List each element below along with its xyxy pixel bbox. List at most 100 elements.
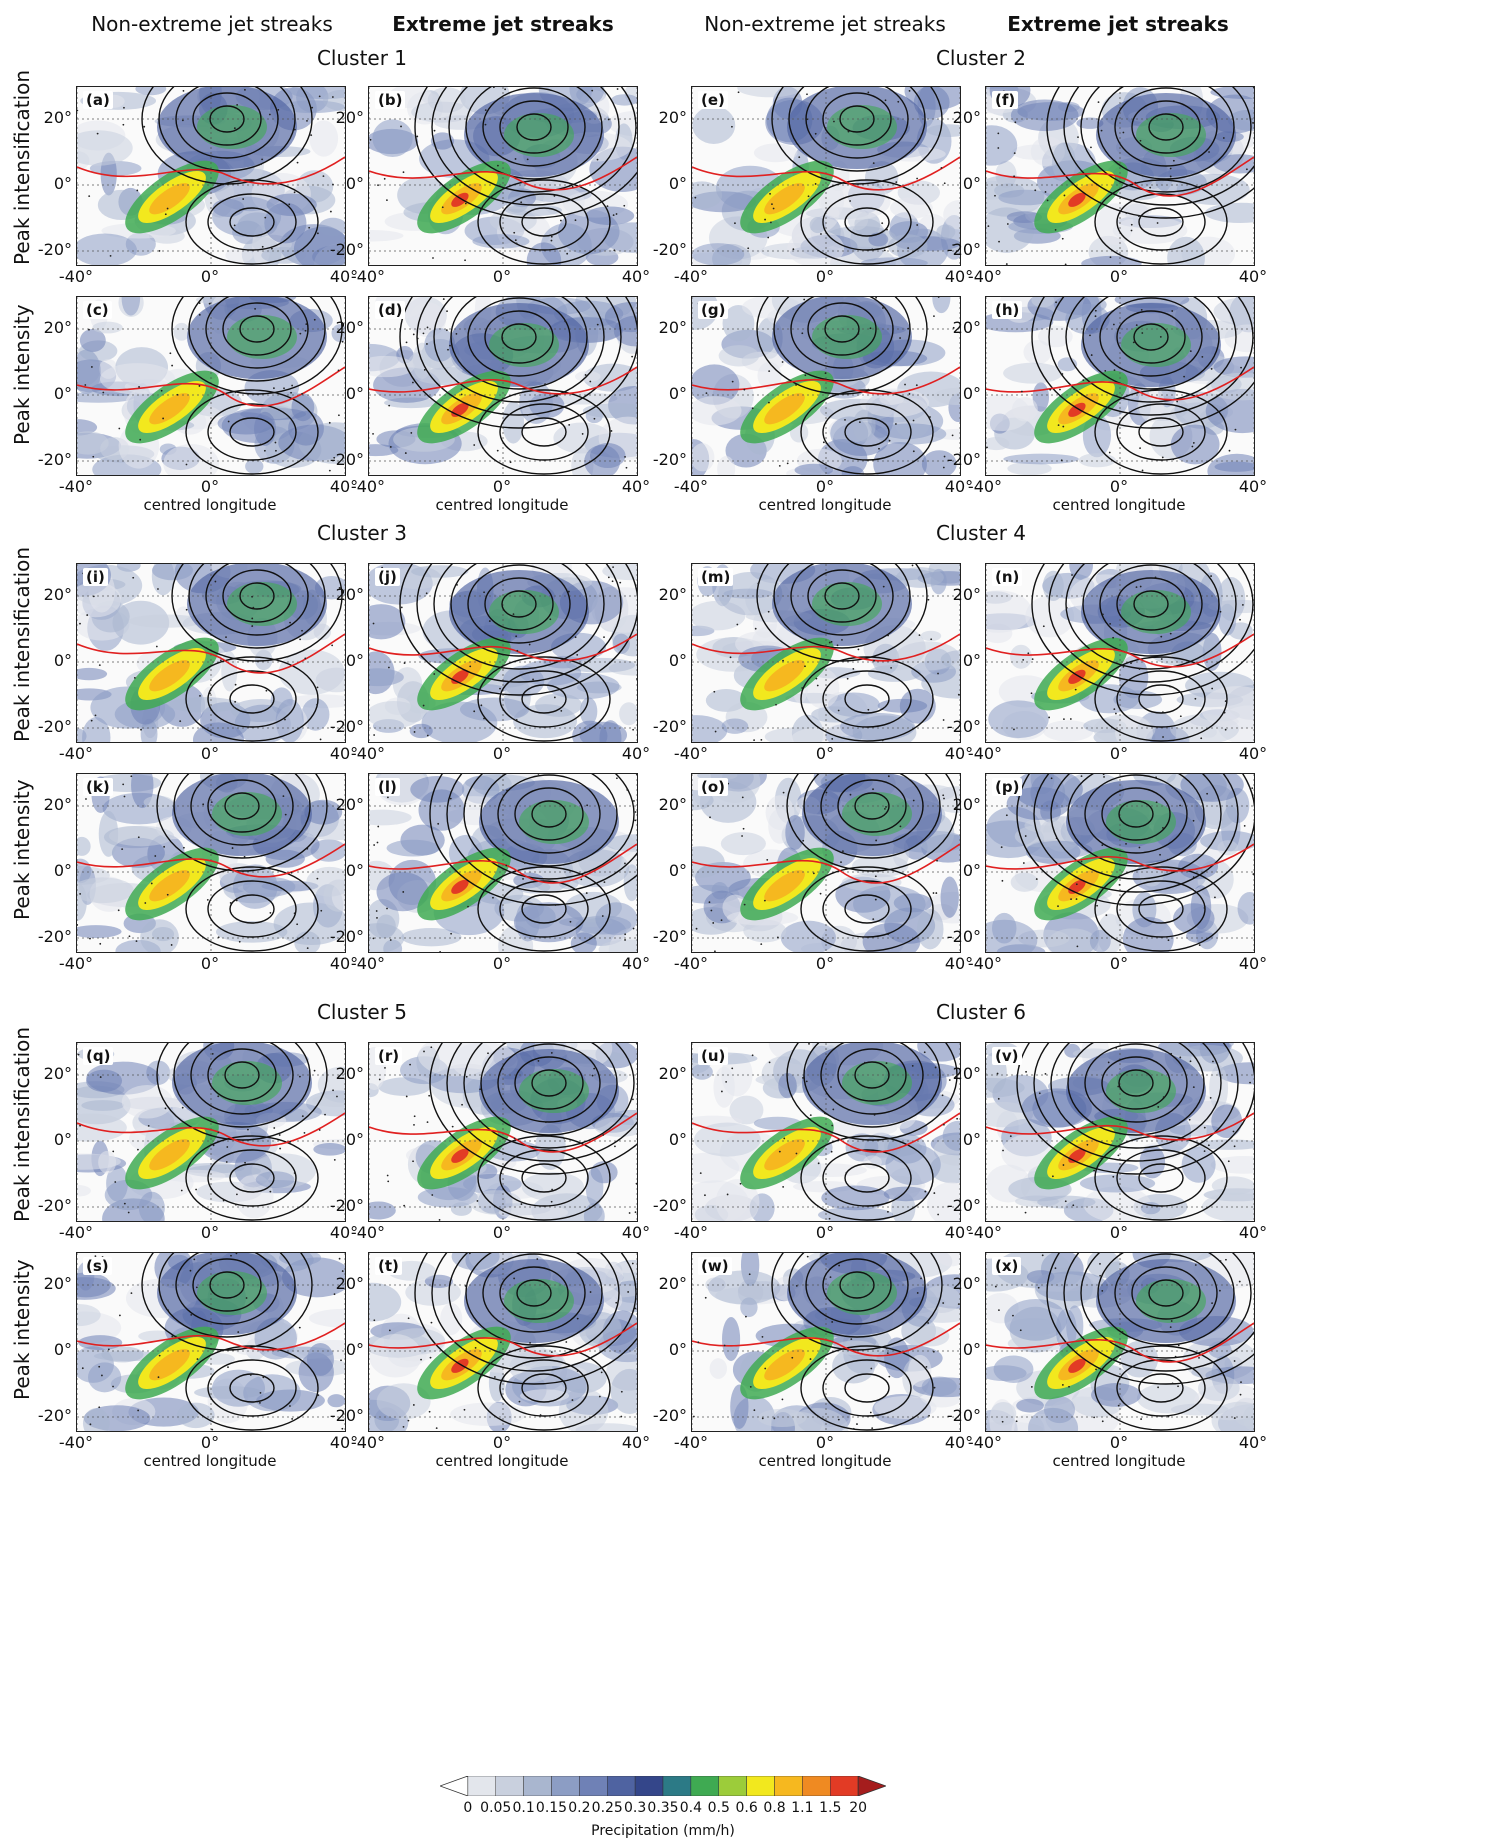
panel-label: (p): [992, 778, 1023, 796]
stipple-dot: [1101, 844, 1104, 847]
precip-patch: [1139, 1145, 1166, 1179]
stipple-dot: [369, 138, 372, 141]
precip-patch: [585, 1167, 604, 1207]
stipple-dot: [77, 1053, 80, 1056]
stipple-dot: [316, 686, 319, 689]
cluster-title: Cluster 6: [935, 1000, 1027, 1024]
precip-patch: [812, 582, 882, 626]
stipple-dot: [383, 177, 386, 180]
stipple-dot: [438, 1219, 441, 1221]
stipple-dot: [306, 119, 308, 122]
isobar-high: [229, 684, 275, 714]
stipple-dot: [464, 259, 466, 262]
stipple-dot: [288, 203, 291, 206]
stipple-dot: [259, 1391, 262, 1394]
stipple-dot: [1240, 1381, 1242, 1384]
stipple-dot: [259, 1401, 261, 1404]
stipple-dot: [816, 684, 819, 687]
precip-patch: [225, 247, 253, 263]
stipple-dot: [469, 665, 472, 668]
stipple-dot: [1243, 825, 1246, 827]
precip-patch: [489, 590, 559, 634]
stipple-dot: [1025, 1070, 1027, 1073]
stipple-dot: [1094, 315, 1097, 318]
stipple-dot: [544, 383, 546, 386]
stipple-dot: [219, 659, 222, 662]
y-tick-label: 20°: [43, 108, 72, 127]
stipple-dot: [833, 120, 835, 123]
stipple-dot: [1238, 1280, 1241, 1283]
stipple-dot: [1135, 586, 1138, 589]
stipple-dot: [318, 95, 321, 98]
stipple-dot: [1169, 175, 1172, 178]
precip-patch: [1091, 1383, 1142, 1407]
isobar-low: [207, 1048, 277, 1102]
map-panel-graphic: [692, 1253, 960, 1431]
stipple-dot: [1170, 315, 1173, 318]
x-tick-label: 40°: [1238, 1223, 1268, 1242]
precip-patch: [275, 698, 304, 742]
stipple-dot: [1064, 263, 1067, 265]
colorbar-segment: [607, 1775, 636, 1797]
stipple-dot: [884, 99, 887, 102]
stipple-dot: [1200, 737, 1203, 740]
stipple-dot: [620, 1415, 623, 1418]
stipple-dot: [599, 1302, 602, 1305]
precip-patch: [1089, 929, 1111, 952]
precip-patch: [82, 1408, 110, 1431]
stipple-dot: [1249, 1081, 1251, 1084]
stipple-dot: [875, 839, 878, 842]
precip-patch: [943, 200, 960, 230]
isobar-low: [448, 87, 620, 193]
map-panel: (g): [691, 296, 961, 476]
stipple-dot: [825, 791, 828, 794]
stipple-dot: [766, 858, 769, 861]
stipple-dot: [942, 719, 945, 721]
isobar-low: [790, 297, 894, 369]
pv-contour: [369, 633, 637, 662]
stipple-dot: [301, 392, 304, 395]
stipple-dot: [433, 673, 436, 675]
precip-patch: [722, 305, 755, 342]
map-panel-graphic: [77, 564, 345, 742]
precip-patch: [440, 1302, 463, 1336]
x-tick-label: 0°: [492, 1223, 512, 1242]
stipple-dot: [217, 936, 220, 939]
stipple-dot: [262, 1376, 265, 1379]
stipple-dot: [237, 1331, 240, 1333]
stipple-dot: [107, 1348, 110, 1351]
x-tick-label: -40°: [58, 1223, 94, 1242]
isobar-low: [224, 792, 260, 820]
stipple-dot: [943, 1123, 945, 1126]
stipple-dot: [450, 932, 453, 935]
stipple-dot: [1239, 618, 1241, 621]
cluster-title: Cluster 4: [935, 521, 1027, 545]
stipple-dot: [476, 1200, 479, 1202]
stipple-dot: [634, 819, 637, 822]
panel-label: (e): [698, 91, 728, 109]
stipple-dot: [244, 88, 246, 91]
colorbar-segment: [634, 1775, 664, 1797]
stipple-dot: [480, 704, 483, 707]
isobar-high: [499, 403, 589, 461]
stipple-dot: [275, 449, 277, 452]
stipple-dot: [372, 622, 375, 625]
stipple-dot: [918, 634, 921, 637]
stipple-dot: [1191, 445, 1194, 448]
isobar-high: [521, 894, 567, 924]
stipple-dot: [817, 1162, 820, 1165]
stipple-dot: [830, 1086, 832, 1088]
stipple-dot: [1109, 256, 1112, 259]
isobar-high: [207, 1149, 297, 1207]
isobar-low: [1114, 87, 1218, 167]
isobar-high: [1094, 1135, 1228, 1221]
colorbar-graphic: [438, 1775, 888, 1797]
x-tick-label: -40°: [673, 744, 709, 763]
isobar-low: [465, 1253, 603, 1346]
precip-patch: [1010, 872, 1039, 892]
stipple-dot: [247, 1128, 249, 1131]
x-tick-label: -40°: [350, 954, 386, 973]
stipple-dot: [997, 132, 1000, 135]
stipple-dot: [289, 1140, 292, 1143]
pv-contour: [369, 1322, 637, 1357]
